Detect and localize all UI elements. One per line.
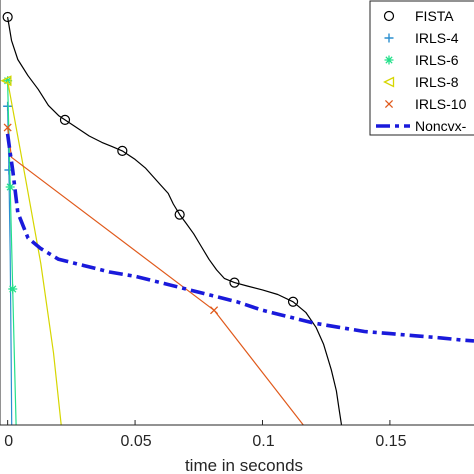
- series-line-fista: [7, 16, 343, 425]
- data-point-irls-6: [8, 284, 18, 294]
- data-point-irls-10: [3, 123, 12, 132]
- series-layer: [0, 11, 474, 425]
- series-noncvx: [5, 133, 474, 343]
- data-point-fista: [287, 296, 299, 307]
- x-tick-layer: 0 0.05 0.1 0.15: [4, 420, 407, 450]
- x-tick-label: 0: [4, 433, 13, 450]
- data-point-fista: [2, 11, 13, 23]
- legend-marker: [383, 10, 395, 22]
- legend: FISTA IRLS-4 IRLS-6 IRLS-8 IRLS-10 Noncvx-: [369, 0, 474, 136]
- legend-label: Noncvx-: [415, 118, 467, 134]
- x-axis-label: time in seconds: [185, 456, 303, 474]
- series-irls-8: [0, 75, 62, 425]
- legend-entry-fista: FISTA: [383, 8, 454, 24]
- data-point-irls-8: [0, 75, 12, 87]
- legend-label: FISTA: [415, 8, 454, 24]
- legend-entry-irls-10: IRLS-10: [384, 96, 467, 112]
- legend-entries: FISTA IRLS-4 IRLS-6 IRLS-8 IRLS-10 Noncvx-: [376, 8, 467, 134]
- x-tick-label: 0.15: [375, 433, 406, 450]
- legend-entry-irls-6: IRLS-6: [384, 52, 459, 68]
- series-irls-6: [3, 76, 18, 425]
- legend-marker: [383, 76, 395, 88]
- legend-entry-irls-4: IRLS-4: [384, 30, 459, 46]
- legend-marker: [384, 33, 394, 43]
- legend-marker: [384, 55, 394, 65]
- legend-entry-noncvx: Noncvx-: [376, 118, 467, 134]
- data-point-fista: [229, 277, 240, 288]
- legend-marker: [384, 99, 394, 109]
- x-tick-label: 0.05: [120, 433, 151, 450]
- legend-label: IRLS-10: [415, 96, 467, 112]
- series-line-irls-8: [7, 80, 62, 425]
- series-fista: [2, 11, 343, 425]
- data-point-fista: [59, 114, 71, 125]
- x-tick-label: 0.1: [252, 433, 274, 450]
- data-point-fista: [117, 145, 128, 156]
- series-line-noncvx: [5, 133, 474, 343]
- legend-label: IRLS-4: [415, 30, 459, 46]
- data-point-irls-6: [5, 182, 15, 192]
- legend-label: IRLS-6: [415, 52, 459, 68]
- data-point-irls-6: [3, 76, 13, 86]
- legend-box: [369, 0, 474, 136]
- legend-label: IRLS-8: [415, 74, 459, 90]
- data-point-fista: [174, 209, 185, 220]
- legend-entry-irls-8: IRLS-8: [383, 74, 459, 90]
- series-line-irls-4: [7, 106, 13, 425]
- data-point-irls-10: [210, 306, 219, 315]
